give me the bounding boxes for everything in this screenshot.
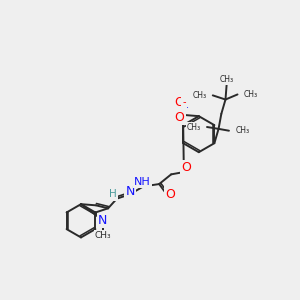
Text: CH₃: CH₃ xyxy=(94,231,111,240)
Text: NH: NH xyxy=(134,177,151,187)
Text: CH₃: CH₃ xyxy=(192,91,206,100)
Text: N: N xyxy=(125,185,135,198)
Text: O: O xyxy=(175,97,184,110)
Text: H: H xyxy=(109,190,117,200)
Text: -: - xyxy=(182,97,186,107)
Text: CH₃: CH₃ xyxy=(220,75,234,84)
Text: O: O xyxy=(175,111,184,124)
Text: CH₃: CH₃ xyxy=(186,122,200,131)
Text: N: N xyxy=(98,214,107,227)
Text: O: O xyxy=(181,161,190,174)
Text: +: + xyxy=(181,103,188,112)
Text: CH₃: CH₃ xyxy=(236,126,250,135)
Text: N: N xyxy=(175,103,184,116)
Text: CH₃: CH₃ xyxy=(244,90,258,99)
Text: O: O xyxy=(165,188,175,200)
